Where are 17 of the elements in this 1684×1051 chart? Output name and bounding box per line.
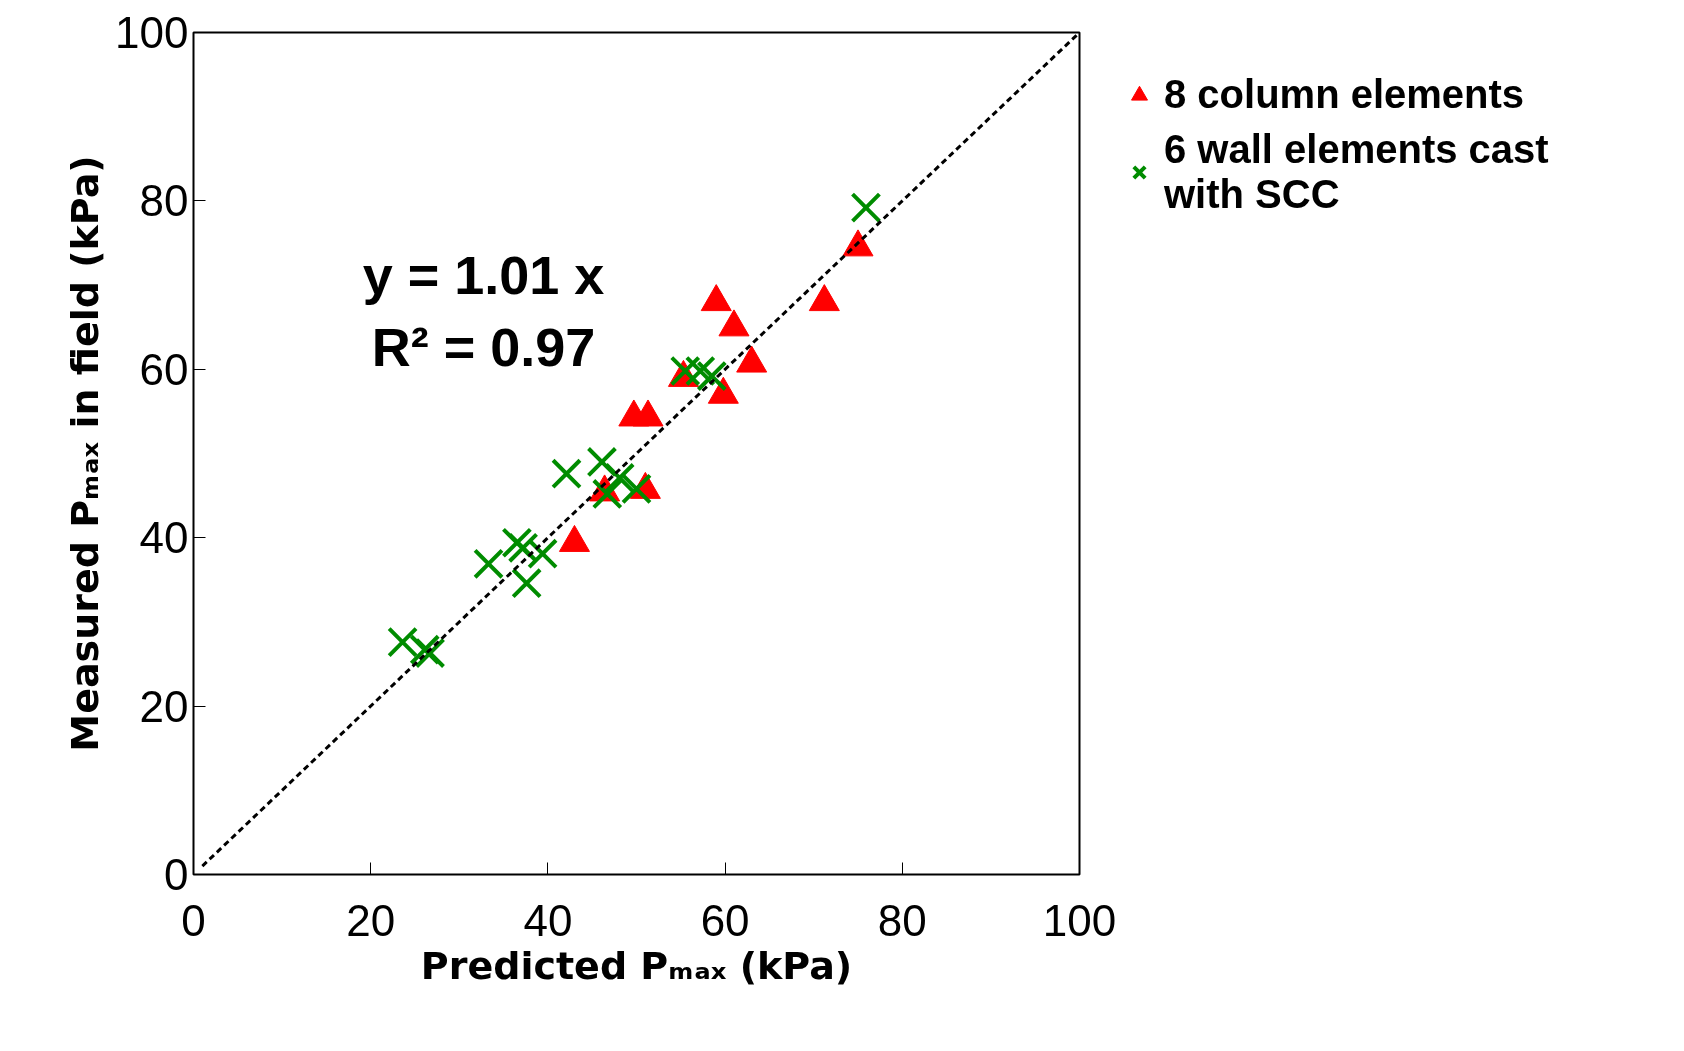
annotation: R² = 0.97 (371, 316, 596, 377)
x-tick-label: 80 (877, 895, 927, 945)
y-tick-label: 80 (139, 176, 189, 226)
x-tick-label: 20 (346, 895, 396, 945)
legend-label: 8 column elements (1164, 72, 1526, 117)
x-tick-label: 100 (1042, 895, 1117, 945)
legend-label: 6 wall elements cast with SCC (1164, 127, 1549, 217)
y-tick-label: 20 (139, 681, 189, 731)
x-tick-label: 40 (523, 895, 573, 945)
y-tick-label: 40 (139, 513, 189, 563)
y-tick-label: 0 (164, 850, 189, 899)
y-tick-label: 100 (115, 8, 189, 57)
x-axis-title: Predicted Pₘₐₓ (kPa) (420, 943, 853, 988)
annotation: y = 1.01 x (362, 244, 605, 305)
y-axis-title: Measured Pₘₐₓ in field (kPa) (63, 155, 108, 752)
x-tick-label: 60 (700, 895, 750, 945)
y-tick-label: 60 (139, 344, 189, 394)
